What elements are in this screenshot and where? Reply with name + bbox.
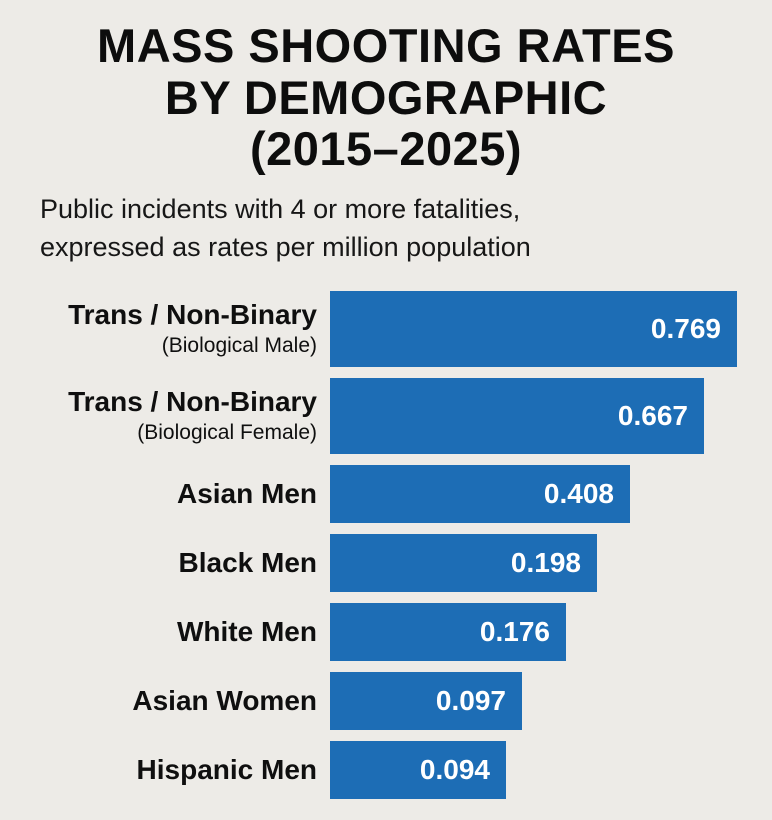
category-label: Hispanic Men [0,741,330,799]
category-label: Trans / Non-Binary (Biological Male) [0,291,330,367]
chart-subtitle: Public incidents with 4 or more fataliti… [40,194,531,262]
value-label: 0.097 [435,684,506,716]
bar-row: Hispanic Men 0.094 [0,740,772,799]
infographic: MASS SHOOTING RATES BY DEMOGRAPHIC (2015… [0,20,772,820]
bar: 0.198 [330,533,597,592]
bar: 0.408 [330,464,630,523]
category-label-main: Black Men [178,546,318,578]
bar: 0.094 [330,740,506,799]
category-label-main: Hispanic Men [136,753,317,785]
value-label: 0.198 [510,546,581,578]
bar-chart: Trans / Non-Binary (Biological Male) 0.769… [0,290,772,799]
category-label: White Men [0,603,330,661]
category-label-sub: (Biological Male) [161,333,317,357]
bar-row: White Men 0.176 [0,602,772,661]
bar: 0.769 [330,290,737,367]
category-label: Trans / Non-Binary (Biological Female) [0,378,330,454]
value-label: 0.769 [650,312,721,344]
bar-row: Asian Women 0.097 [0,671,772,730]
bar: 0.176 [330,602,566,661]
category-label-main: Asian Men [176,477,317,509]
category-label-sub: (Biological Female) [137,420,317,444]
bar-row: Trans / Non-Binary (Biological Female) 0.6… [0,377,772,454]
value-label: 0.667 [617,399,688,431]
category-label-main: Trans / Non-Binary [68,299,317,331]
value-label: 0.176 [479,615,550,647]
category-label: Asian Women [0,672,330,730]
value-label: 0.094 [419,753,490,785]
category-label: Asian Men [0,465,330,523]
category-label-main: White Men [177,615,317,647]
category-label: Black Men [0,534,330,592]
bar-row: Trans / Non-Binary (Biological Male) 0.769 [0,290,772,367]
bar-row: Black Men 0.198 [0,533,772,592]
bar: 0.097 [330,671,522,730]
category-label-main: Asian Women [132,684,317,716]
value-label: 0.408 [543,477,614,509]
bar-row: Asian Men 0.408 [0,464,772,523]
chart-title: MASS SHOOTING RATES BY DEMOGRAPHIC (2015… [97,19,675,176]
bar: 0.667 [330,377,704,454]
category-label-main: Trans / Non-Binary [68,386,317,418]
